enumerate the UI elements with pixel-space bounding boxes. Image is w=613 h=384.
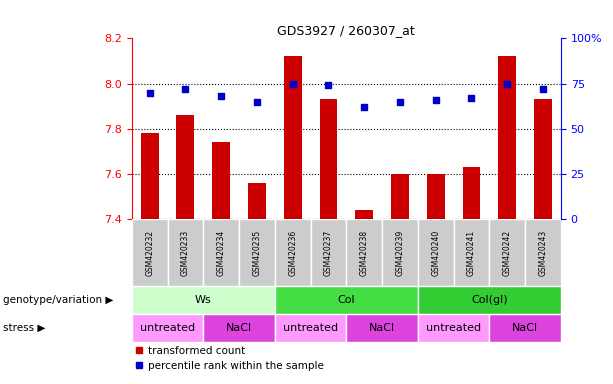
Bar — [356, 210, 373, 219]
Text: GSM420234: GSM420234 — [216, 230, 226, 276]
Bar — [141, 133, 159, 219]
Text: GSM420241: GSM420241 — [467, 230, 476, 276]
Text: NaCl: NaCl — [226, 323, 252, 333]
Bar — [275, 219, 311, 286]
Bar — [382, 219, 418, 286]
Bar — [498, 56, 516, 219]
Bar — [248, 183, 266, 219]
Text: untreated: untreated — [426, 323, 481, 333]
Bar — [284, 56, 302, 219]
Text: GSM420235: GSM420235 — [253, 230, 262, 276]
Point — [502, 81, 512, 87]
Text: GSM420242: GSM420242 — [503, 230, 512, 276]
Point — [145, 89, 154, 96]
Bar — [525, 219, 561, 286]
Bar — [132, 314, 204, 342]
Text: untreated: untreated — [140, 323, 195, 333]
Title: GDS3927 / 260307_at: GDS3927 / 260307_at — [278, 24, 415, 37]
Bar — [534, 99, 552, 219]
Point — [216, 93, 226, 99]
Text: Ws: Ws — [195, 295, 211, 305]
Point — [538, 86, 548, 92]
Point — [288, 81, 298, 87]
Bar — [132, 219, 167, 286]
Bar — [204, 219, 239, 286]
Text: GSM420233: GSM420233 — [181, 230, 190, 276]
Text: GSM420238: GSM420238 — [360, 230, 369, 276]
Bar — [489, 219, 525, 286]
Bar — [427, 174, 444, 219]
Text: GSM420240: GSM420240 — [431, 230, 440, 276]
Point — [180, 86, 190, 92]
Text: GSM420243: GSM420243 — [538, 230, 547, 276]
Bar — [319, 99, 337, 219]
Point — [431, 97, 441, 103]
Bar — [167, 219, 204, 286]
Bar — [239, 219, 275, 286]
Text: genotype/variation ▶: genotype/variation ▶ — [3, 295, 113, 305]
Text: NaCl: NaCl — [512, 323, 538, 333]
Bar — [418, 219, 454, 286]
Bar — [212, 142, 230, 219]
Point — [395, 99, 405, 105]
Bar — [418, 286, 561, 314]
Point — [324, 82, 333, 88]
Bar — [275, 286, 418, 314]
Point — [359, 104, 369, 110]
Bar — [489, 314, 561, 342]
Bar — [177, 115, 194, 219]
Bar — [463, 167, 481, 219]
Text: GSM420236: GSM420236 — [288, 230, 297, 276]
Text: GSM420232: GSM420232 — [145, 230, 154, 276]
Legend: transformed count, percentile rank within the sample: transformed count, percentile rank withi… — [131, 341, 327, 375]
Text: GSM420239: GSM420239 — [395, 230, 405, 276]
Text: NaCl: NaCl — [369, 323, 395, 333]
Text: GSM420237: GSM420237 — [324, 230, 333, 276]
Bar — [454, 219, 489, 286]
Bar — [311, 219, 346, 286]
Text: Col: Col — [338, 295, 355, 305]
Bar — [204, 314, 275, 342]
Bar — [132, 286, 275, 314]
Bar — [346, 314, 418, 342]
Bar — [275, 314, 346, 342]
Text: stress ▶: stress ▶ — [3, 323, 45, 333]
Bar — [418, 314, 489, 342]
Text: untreated: untreated — [283, 323, 338, 333]
Text: Col(gl): Col(gl) — [471, 295, 508, 305]
Point — [466, 95, 476, 101]
Bar — [346, 219, 382, 286]
Point — [252, 99, 262, 105]
Bar — [391, 174, 409, 219]
